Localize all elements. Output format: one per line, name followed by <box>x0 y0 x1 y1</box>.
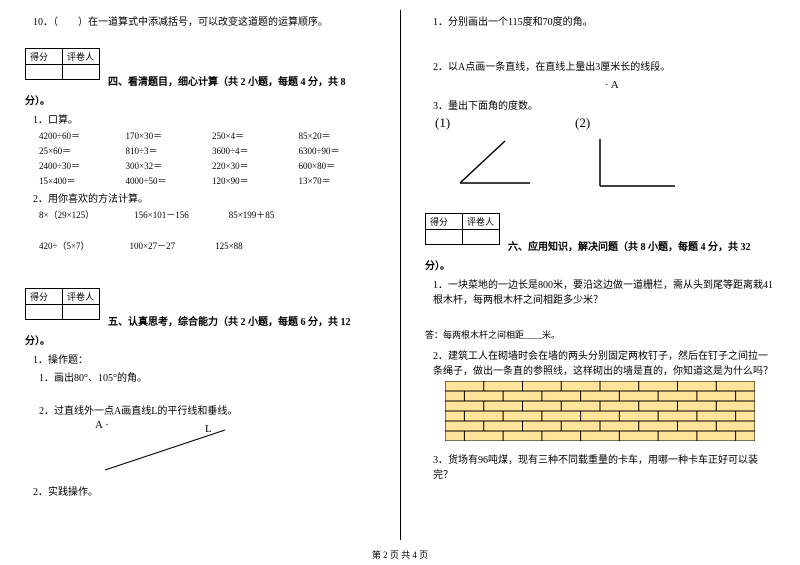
page-footer: 第 2 页 共 4 页 <box>0 548 800 561</box>
calc-cell: 810÷3＝ <box>126 144 203 157</box>
r6-2: 2．建筑工人在砌墙时会在墙的两头分别固定两枚钉子，然后在钉子之间拉一条绳子，做出… <box>433 347 775 377</box>
point-a: · A <box>605 79 775 91</box>
section-6-title: 六、应用知识，解决问题（共 8 小题，每题 4 分，共 32 <box>508 238 751 253</box>
calc-item: 85×199＋85 <box>229 210 275 220</box>
section-5-title: 五、认真思考，综合能力（共 2 小题，每题 6 分，共 12 <box>108 313 351 328</box>
calc-cell: 4200÷60＝ <box>39 129 116 142</box>
calc-item: 8×（29×125） <box>39 208 94 221</box>
s5-1: 1．操作题： <box>33 351 375 366</box>
calc-cell: 300×32＝ <box>126 159 203 172</box>
calc-cell: 120×90＝ <box>212 174 289 187</box>
r6-3: 3．货场有96吨煤，现有三种不同载重量的卡车，用哪一种卡车正好可以装完？ <box>433 451 775 481</box>
wall-figure <box>445 381 755 441</box>
angle-1-wrap: (1) <box>435 115 545 191</box>
q10: 10．（ ）在一道算式中添减括号，可以改变这道题的运算顺序。 <box>33 13 375 28</box>
angle-1-figure <box>435 131 545 191</box>
calc-cell: 3600÷4＝ <box>212 144 289 157</box>
calc-item: 156×101－156 <box>134 208 189 221</box>
fen-6: 分）。 <box>425 257 775 272</box>
angle-2-wrap: (2) <box>575 115 685 191</box>
score-h2: 评卷人 <box>63 49 100 65</box>
s5-1b: 2．过直线外一点A画直线L的平行线和垂线。 <box>39 402 375 417</box>
calc-grid: 4200÷60＝ 170×30＝ 250×4＝ 85×20＝ 25×60＝ 810÷3＝… <box>39 129 375 187</box>
r6-1: 1．一块菜地的一边长是800米，要沿这边做一道栅栏，需从头到尾等距离栽41根木杆… <box>433 276 775 306</box>
left-column: 10．（ ）在一道算式中添减括号，可以改变这道题的运算顺序。 得分评卷人 四、看… <box>0 0 400 565</box>
r3-1: (1) <box>435 115 450 130</box>
fen-5: 分）。 <box>25 332 375 347</box>
calc-cell: 25×60＝ <box>39 144 116 157</box>
score-h2: 评卷人 <box>463 214 500 230</box>
angle-2-figure <box>575 131 685 191</box>
calc-cell: 250×4＝ <box>212 129 289 142</box>
calc-cell: 220×30＝ <box>212 159 289 172</box>
score-box-6: 得分评卷人 <box>425 213 500 245</box>
calc-cell: 13×70＝ <box>299 174 376 187</box>
s4-2: 2．用你喜欢的方法计算。 <box>33 190 375 205</box>
score-h1: 得分 <box>26 49 63 65</box>
r6-ans: 答：每两根木杆之间相距____米。 <box>425 328 775 341</box>
svg-text:L: L <box>205 423 212 435</box>
calc-cell: 6300÷90＝ <box>299 144 376 157</box>
s5-1a: 1．画出80°、105°的角。 <box>39 369 375 384</box>
score-h2: 评卷人 <box>63 289 100 305</box>
calc2b: 420÷（5×7） 100×27－27 125×88 <box>39 239 375 252</box>
calc-item: 420÷（5×7） <box>39 239 90 252</box>
r2: 2．以A点画一条直线，在直线上量出3厘米长的线段。 <box>433 58 775 73</box>
calc-item: 125×88 <box>215 241 243 251</box>
calc2a: 8×（29×125） 156×101－156 85×199＋85 <box>39 208 375 221</box>
r3: 3．量出下面角的度数。 <box>433 97 775 112</box>
line-figure: A · L <box>55 420 235 480</box>
s5-2: 2．实践操作。 <box>33 483 375 498</box>
s4-1: 1．口算。 <box>33 111 375 126</box>
calc-cell: 15×400＝ <box>39 174 116 187</box>
score-box-4: 得分评卷人 <box>25 48 100 80</box>
r3-2: (2) <box>575 115 590 130</box>
calc-cell: 4000÷50＝ <box>126 174 203 187</box>
score-box-5: 得分评卷人 <box>25 288 100 320</box>
r1: 1．分别画出一个115度和70度的角。 <box>433 13 775 28</box>
calc-cell: 170×30＝ <box>126 129 203 142</box>
calc-cell: 85×20＝ <box>299 129 376 142</box>
calc-item: 100×27－27 <box>130 239 176 252</box>
right-column: 1．分别画出一个115度和70度的角。 2．以A点画一条直线，在直线上量出3厘米… <box>400 0 800 565</box>
score-h1: 得分 <box>426 214 463 230</box>
calc-cell: 2400÷30＝ <box>39 159 116 172</box>
calc-cell: 600×80＝ <box>299 159 376 172</box>
fen-4: 分）。 <box>25 92 375 107</box>
score-h1: 得分 <box>26 289 63 305</box>
svg-text:A ·: A · <box>95 420 109 431</box>
section-4-title: 四、看清题目，细心计算（共 2 小题，每题 4 分，共 8 <box>108 73 346 88</box>
